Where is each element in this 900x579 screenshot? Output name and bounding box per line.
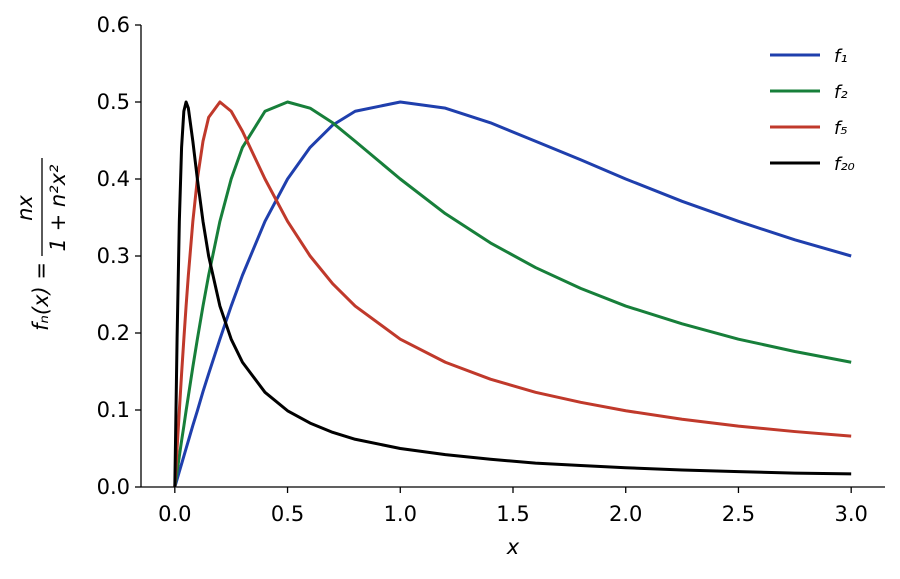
legend-label: f₁ [834,46,848,67]
x-axis-label: x [506,535,520,559]
line-series [173,100,852,488]
line-series [173,100,852,488]
y-tick-label: 0.4 [97,167,130,191]
x-tick-label: 0.0 [158,502,191,526]
y-tick-label: 0.1 [97,398,130,422]
y-label-denominator: 1 + n²x² [46,164,70,251]
legend-label: f₂₀ [834,154,855,175]
y-axis-label: fₙ(x) = nx 1 + n²x² [13,158,70,331]
y-tick-label: 0.0 [97,475,130,499]
legend-label: f₂ [834,82,848,103]
y-tick-label: 0.6 [97,13,130,37]
x-tick-label: 2.5 [722,502,755,526]
y-tick-label: 0.2 [97,321,130,345]
x-tick-label: 1.0 [384,502,417,526]
line-series [173,100,852,488]
y-label-lhs: fₙ(x) = [29,262,53,331]
y-label-numerator: nx [13,195,37,221]
x-tick-label: 1.5 [496,502,529,526]
x-tick-label: 3.0 [834,502,867,526]
x-tick-label: 2.0 [609,502,642,526]
x-tick-label: 0.5 [271,502,304,526]
legend-label: f₅ [834,118,848,139]
y-tick-label: 0.3 [97,244,130,268]
line-series [173,100,852,488]
y-tick-label: 0.5 [97,90,130,114]
